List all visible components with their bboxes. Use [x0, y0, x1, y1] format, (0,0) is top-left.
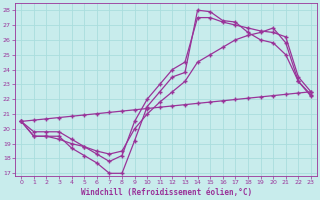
X-axis label: Windchill (Refroidissement éolien,°C): Windchill (Refroidissement éolien,°C): [81, 188, 252, 197]
